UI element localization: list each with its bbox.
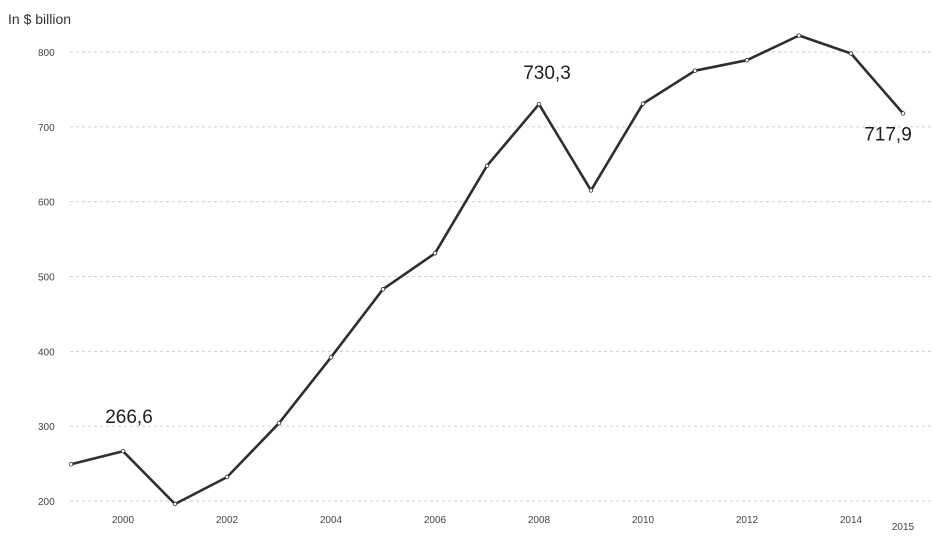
x-tick-label: 2002	[216, 515, 239, 526]
data-label: 730,3	[523, 63, 571, 84]
x-tick-label: 2006	[424, 515, 447, 526]
data-point	[172, 501, 178, 507]
data-point	[224, 474, 230, 480]
data-point	[744, 58, 750, 63]
x-tick-label: 2010	[632, 515, 655, 526]
series-line	[70, 34, 904, 506]
data-point	[380, 287, 386, 292]
data-point	[588, 188, 594, 193]
x-tick-label: 2008	[528, 515, 551, 526]
data-point	[484, 163, 490, 168]
y-tick-label: 400	[38, 347, 55, 358]
y-tick-label: 200	[38, 497, 55, 508]
y-tick-label: 700	[38, 123, 55, 134]
data-point	[848, 51, 854, 56]
data-label: 266,6	[105, 407, 153, 428]
y-axis-label: In $ billion	[8, 11, 71, 27]
data-point	[276, 420, 282, 426]
data-label: 717,9	[864, 124, 912, 145]
annotations: 266,6 730,3 717,9	[105, 63, 912, 428]
x-tick-label: 2004	[320, 515, 343, 526]
grid	[70, 51, 933, 502]
x-tick-label: 2012	[736, 515, 759, 526]
data-point	[120, 448, 126, 454]
x-tick-label: 2015	[892, 522, 915, 533]
y-tick-label: 300	[38, 422, 55, 433]
data-point	[900, 111, 906, 116]
data-points	[68, 33, 906, 507]
data-point	[536, 101, 542, 107]
x-tick-label: 2000	[112, 515, 135, 526]
x-tick-labels: 2000 2002 2004 2006 2008 2010 2012 2014 2015	[112, 515, 915, 533]
y-tick-label: 800	[38, 48, 55, 59]
y-tick-label: 500	[38, 273, 55, 284]
y-tick-label: 600	[38, 198, 55, 209]
data-point	[68, 462, 74, 467]
data-point	[328, 355, 334, 360]
data-point	[692, 68, 698, 73]
data-point	[432, 251, 438, 256]
x-tick-label: 2014	[840, 515, 863, 526]
data-point	[640, 101, 646, 106]
y-tick-labels: 200 300 400 500 600 700 800	[38, 48, 55, 508]
data-point	[796, 33, 802, 38]
